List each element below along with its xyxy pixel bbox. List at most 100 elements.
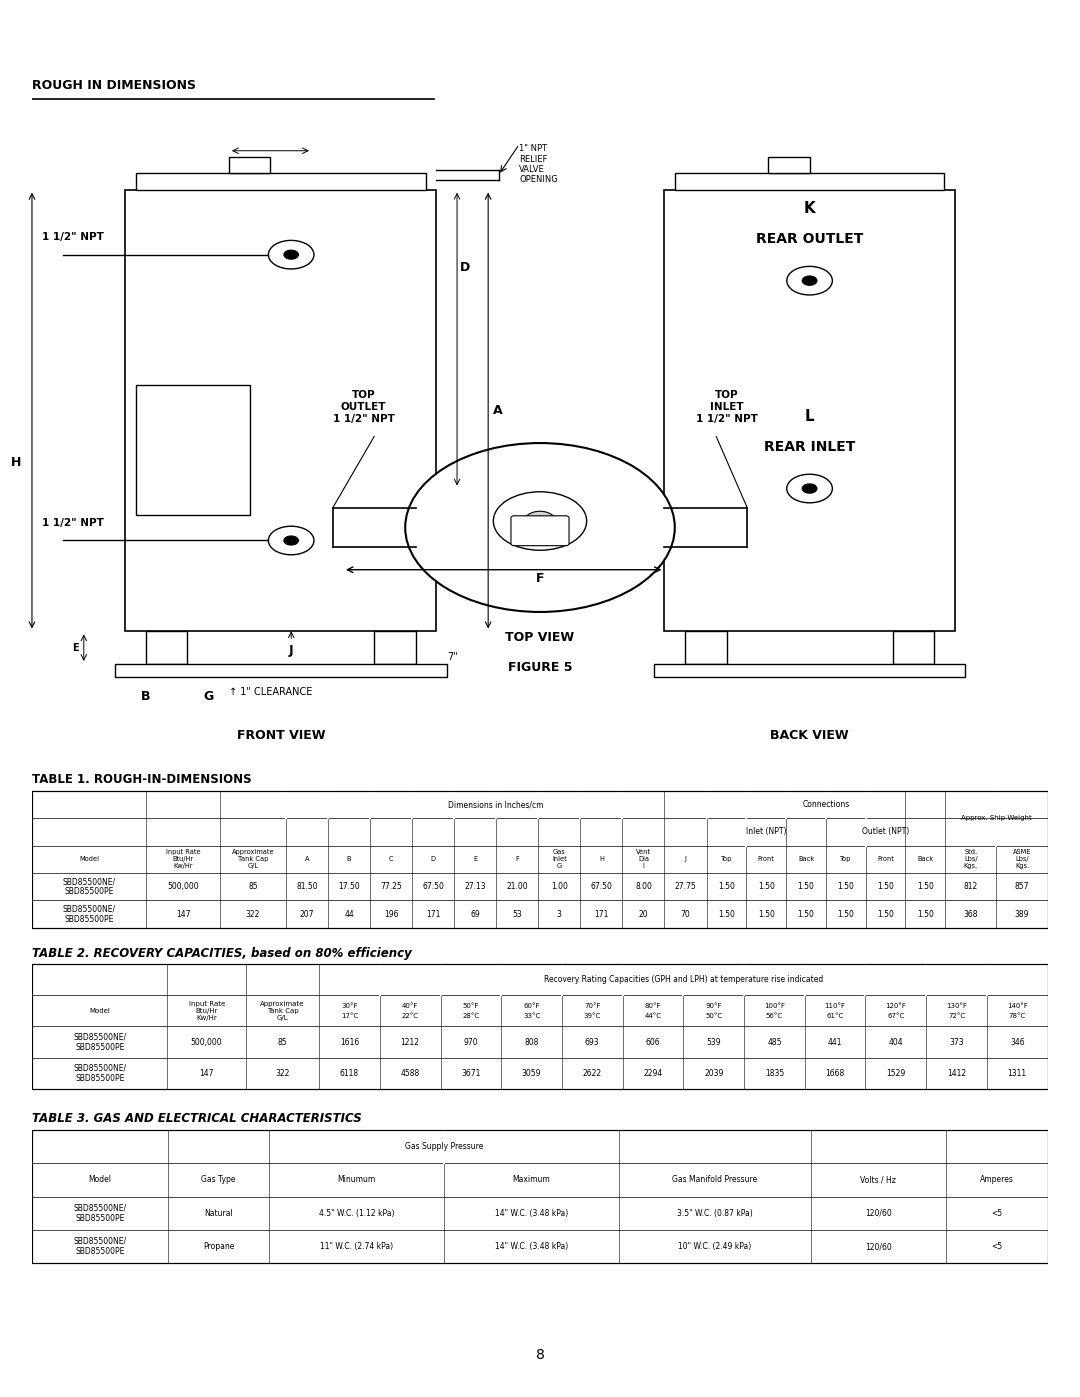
Circle shape (802, 483, 816, 493)
Text: 40°F: 40°F (402, 1003, 418, 1009)
Text: 171: 171 (594, 909, 608, 919)
Text: 3671: 3671 (461, 1069, 481, 1078)
Text: 50°C: 50°C (705, 1013, 723, 1018)
Text: Connections: Connections (802, 800, 850, 809)
Text: 4588: 4588 (401, 1069, 420, 1078)
Text: Std.
Lbs/
Kgs.: Std. Lbs/ Kgs. (963, 849, 977, 869)
Text: 67°C: 67°C (887, 1013, 904, 1018)
Text: INSTALLATION CONSIDERATIONS: INSTALLATION CONSIDERATIONS (337, 29, 743, 49)
Text: D: D (431, 856, 435, 862)
Text: BACK VIEW: BACK VIEW (770, 729, 849, 742)
Text: 85: 85 (248, 882, 258, 891)
Text: E: E (473, 856, 477, 862)
Bar (229, 158, 270, 173)
Text: 8: 8 (536, 1348, 544, 1362)
Text: 120/60: 120/60 (865, 1208, 892, 1218)
Text: 7": 7" (447, 652, 458, 662)
Text: Model: Model (90, 1007, 110, 1014)
Text: <5: <5 (991, 1208, 1002, 1218)
Text: 1.50: 1.50 (917, 909, 934, 919)
Text: 1.50: 1.50 (718, 882, 734, 891)
Text: H: H (599, 856, 604, 862)
Text: 1.50: 1.50 (877, 909, 894, 919)
Text: TABLE 1. ROUGH-IN-DIMENSIONS: TABLE 1. ROUGH-IN-DIMENSIONS (32, 773, 252, 785)
Text: 207: 207 (299, 909, 314, 919)
Text: Approximate
Tank Cap
G/L: Approximate Tank Cap G/L (231, 849, 274, 869)
Text: 1.50: 1.50 (837, 882, 854, 891)
Text: 20: 20 (638, 909, 648, 919)
Text: 120/60: 120/60 (865, 1242, 892, 1252)
Text: B: B (347, 856, 351, 862)
Text: 693: 693 (585, 1038, 599, 1046)
Text: 33°C: 33°C (523, 1013, 540, 1018)
Bar (125, 190, 436, 631)
Text: Propane: Propane (203, 1242, 234, 1252)
Text: 80°F: 80°F (645, 1003, 661, 1009)
Bar (32, 791, 1048, 928)
Text: 1.50: 1.50 (877, 882, 894, 891)
Text: 812: 812 (963, 882, 978, 891)
Bar (675, 173, 944, 190)
Text: 8.00: 8.00 (635, 882, 652, 891)
Text: 147: 147 (200, 1069, 214, 1078)
Text: <5: <5 (991, 1242, 1002, 1252)
Text: Outlet (NPT): Outlet (NPT) (862, 827, 909, 837)
FancyBboxPatch shape (511, 515, 569, 546)
Text: 1529: 1529 (887, 1069, 905, 1078)
Text: Vent
Dia
I: Vent Dia I (636, 849, 651, 869)
Circle shape (802, 277, 816, 285)
Text: TOP VIEW: TOP VIEW (505, 631, 575, 644)
Text: Inlet (NPT): Inlet (NPT) (746, 827, 786, 837)
Bar (685, 631, 727, 664)
Text: 1.50: 1.50 (798, 909, 814, 919)
Text: K: K (804, 201, 815, 215)
Text: 1.50: 1.50 (917, 882, 934, 891)
Text: 21.00: 21.00 (507, 882, 528, 891)
Text: ↑ 1" CLEARANCE: ↑ 1" CLEARANCE (229, 687, 312, 697)
Text: Input Rate
Btu/Hr
Kw/Hr: Input Rate Btu/Hr Kw/Hr (189, 1000, 225, 1021)
Text: 27.13: 27.13 (464, 882, 486, 891)
Text: 60°F: 60°F (524, 1003, 540, 1009)
Text: 500,000: 500,000 (191, 1038, 222, 1046)
Text: Top: Top (840, 856, 851, 862)
Text: 3.5" W.C. (0.87 kPa): 3.5" W.C. (0.87 kPa) (677, 1208, 753, 1218)
Circle shape (494, 492, 586, 550)
Text: 110°F: 110°F (825, 1003, 846, 1009)
Text: 27.75: 27.75 (675, 882, 697, 891)
Text: F: F (515, 856, 519, 862)
Text: SBD85500NE/
SBD85500PE: SBD85500NE/ SBD85500PE (73, 1236, 126, 1256)
Text: C: C (389, 856, 393, 862)
Text: 28°C: 28°C (462, 1013, 480, 1018)
Text: 70: 70 (680, 909, 690, 919)
Text: Recovery Rating Capacities (GPH and LPH) at temperature rise indicated: Recovery Rating Capacities (GPH and LPH)… (543, 975, 823, 983)
Text: 1 1/2" NPT: 1 1/2" NPT (42, 517, 104, 528)
Text: 6118: 6118 (340, 1069, 359, 1078)
Text: Front: Front (877, 856, 894, 862)
Text: 1311: 1311 (1008, 1069, 1027, 1078)
Text: 50°F: 50°F (462, 1003, 480, 1009)
Text: REAR INLET: REAR INLET (764, 423, 855, 454)
Text: 1412: 1412 (947, 1069, 967, 1078)
Text: 1.50: 1.50 (798, 882, 814, 891)
Text: 17°C: 17°C (341, 1013, 359, 1018)
Text: 970: 970 (463, 1038, 478, 1046)
Text: J: J (685, 856, 687, 862)
Text: F: F (536, 571, 544, 585)
Text: 147: 147 (176, 909, 190, 919)
Circle shape (786, 267, 833, 295)
Text: Gas Manifold Pressure: Gas Manifold Pressure (672, 1175, 757, 1185)
Text: SBD85500NE/
SBD85500PE: SBD85500NE/ SBD85500PE (73, 1204, 126, 1222)
Text: 389: 389 (1015, 909, 1029, 919)
Text: D: D (460, 261, 471, 274)
Text: A: A (494, 404, 503, 418)
Text: ASME
Lbs/
Kgs.: ASME Lbs/ Kgs. (1013, 849, 1031, 869)
Bar (136, 384, 249, 514)
Text: 140°F: 140°F (1007, 1003, 1028, 1009)
Bar (114, 664, 447, 678)
Text: B: B (141, 690, 151, 703)
Text: 1668: 1668 (825, 1069, 845, 1078)
Bar (32, 791, 1048, 928)
Text: FRONT VIEW: FRONT VIEW (237, 729, 325, 742)
Text: Back: Back (798, 856, 814, 862)
Text: 100°F: 100°F (764, 1003, 785, 1009)
